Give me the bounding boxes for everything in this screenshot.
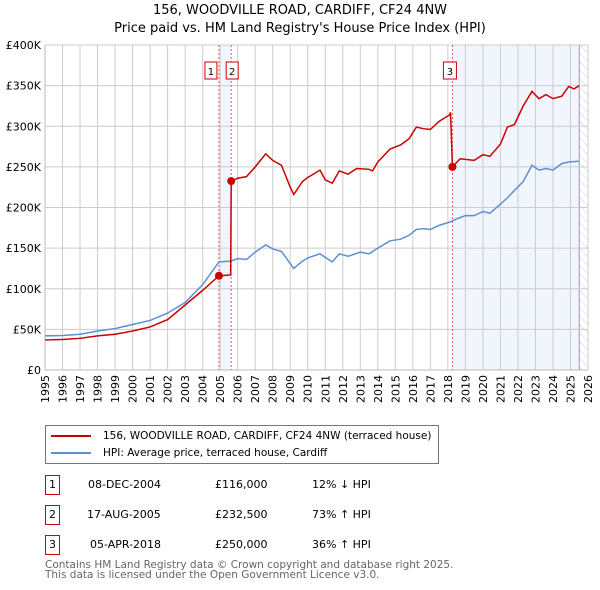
x-tick-label: 2001 [144, 375, 157, 403]
x-tick-label: 2009 [284, 375, 297, 403]
sale-point [214, 271, 223, 280]
marker-badge: 3 [45, 535, 60, 555]
legend-label: HPI: Average price, terraced house, Card… [103, 447, 328, 459]
y-tick-label: £300K [6, 120, 42, 133]
x-tick-label: 1999 [109, 375, 122, 403]
transaction-row: 2 17-AUG-2005 £232,500 73% ↑ HPI [45, 505, 445, 525]
x-tick-label: 2023 [529, 375, 542, 403]
x-tick-label: 1996 [57, 375, 70, 403]
y-tick-label: £150K [6, 242, 42, 255]
x-tick-label: 2006 [232, 375, 245, 403]
x-tick-label: 2016 [407, 375, 420, 403]
y-tick-label: £400K [6, 39, 42, 52]
x-tick-label: 2017 [424, 375, 437, 403]
sale-date: 08-DEC-2004 [88, 478, 162, 491]
legend-label: 156, WOODVILLE ROAD, CARDIFF, CF24 4NW (… [103, 430, 432, 442]
y-tick-label: £0 [27, 364, 41, 377]
marker-badge: 1 [45, 475, 60, 495]
x-tick-label: 2003 [179, 375, 192, 403]
x-tick-label: 2005 [214, 375, 227, 403]
license-line: This data is licensed under the Open Gov… [45, 569, 380, 581]
x-tick-label: 2015 [389, 375, 402, 403]
x-tick-label: 2002 [162, 375, 175, 403]
y-tick-label: £200K [6, 202, 42, 215]
x-tick-label: 2018 [442, 375, 455, 403]
y-tick-label: £350K [6, 80, 42, 93]
x-tick-label: 2020 [477, 375, 490, 403]
x-tick-label: 2021 [494, 375, 507, 403]
x-tick-label: 2026 [582, 375, 595, 403]
marker-box [225, 61, 239, 80]
y-tick-label: £250K [6, 161, 42, 174]
attribution: Contains HM Land Registry data © Crown c… [45, 559, 454, 581]
x-tick-label: 1997 [74, 375, 87, 403]
legend-item-hpi: HPI: Average price, terraced house, Card… [46, 445, 327, 461]
sale-price: £116,000 [215, 478, 268, 491]
x-tick-label: 2010 [302, 375, 315, 403]
hpi-diff: 73% ↑ HPI [312, 508, 371, 521]
marker-box [204, 61, 218, 80]
legend-swatch-blue [51, 452, 91, 454]
transaction-row: 1 08-DEC-2004 £116,000 12% ↓ HPI [45, 475, 445, 495]
sale-date: 17-AUG-2005 [87, 508, 161, 521]
marker-box [442, 61, 457, 80]
x-tick-label: 2014 [372, 375, 385, 403]
hpi-line [44, 160, 580, 337]
marker-label: 2 [229, 67, 235, 78]
legend-item-property: 156, WOODVILLE ROAD, CARDIFF, CF24 4NW (… [46, 428, 431, 444]
x-tick-label: 2000 [127, 375, 140, 403]
x-tick-label: 2011 [319, 375, 332, 403]
hpi-diff: 36% ↑ HPI [312, 538, 371, 551]
price-paid-line [44, 84, 580, 341]
x-tick-label: 2024 [547, 375, 560, 403]
sale-price: £250,000 [215, 538, 268, 551]
sale-price: £232,500 [215, 508, 268, 521]
sale-date: 05-APR-2018 [90, 538, 162, 551]
x-tick-label: 2022 [512, 375, 525, 403]
hpi-diff: 12% ↓ HPI [312, 478, 371, 491]
x-tick-label: 1998 [92, 375, 105, 403]
x-tick-label: 2004 [197, 375, 210, 403]
chart-title: 156, WOODVILLE ROAD, CARDIFF, CF24 4NW [152, 3, 448, 18]
x-tick-label: 1995 [39, 375, 52, 403]
chart-subtitle: Price paid vs. HM Land Registry's House … [114, 21, 486, 36]
marker-badge: 2 [45, 505, 60, 525]
sale-point [227, 177, 236, 186]
x-tick-label: 2025 [564, 375, 577, 403]
transaction-row: 3 05-APR-2018 £250,000 36% ↑ HPI [45, 535, 445, 555]
x-tick-label: 2019 [459, 375, 472, 403]
x-tick-label: 2007 [249, 375, 262, 403]
line-chart: 1995 1996 1997 1998 1999 2000 2001 2002 2003 2004… [6, 39, 595, 403]
x-tick-label: 2008 [267, 375, 280, 403]
attribution-line: Contains HM Land Registry data © Crown c… [45, 559, 454, 571]
marker-label: 1 [208, 67, 214, 78]
y-tick-label: £50K [13, 323, 42, 336]
x-tick-label: 2012 [337, 375, 350, 403]
marker-label: 3 [447, 67, 453, 78]
sale-point [448, 162, 457, 171]
x-tick-label: 2013 [354, 375, 367, 403]
legend-swatch-red [51, 435, 91, 437]
y-tick-label: £100K [6, 283, 42, 296]
legend: 156, WOODVILLE ROAD, CARDIFF, CF24 4NW (… [45, 425, 439, 464]
